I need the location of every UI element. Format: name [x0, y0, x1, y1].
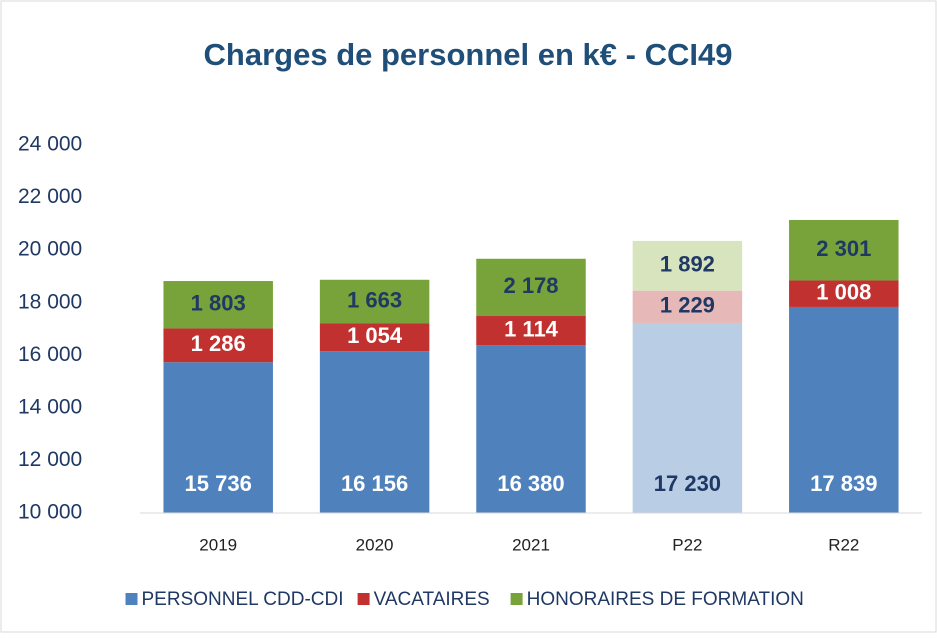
bar-segment [476, 258, 586, 317]
bar-segment [476, 316, 586, 346]
legend-swatch [125, 593, 138, 605]
legend-swatch [357, 593, 370, 605]
value-label: 1 054 [347, 323, 403, 348]
y-tick-label: 12 000 [18, 448, 82, 471]
value-label: 15 736 [185, 471, 252, 496]
x-tick-label: 2019 [199, 535, 237, 554]
bar-segment [319, 323, 430, 352]
value-label: 1 663 [347, 287, 402, 312]
bar-segment [163, 362, 273, 513]
y-tick-label: 14 000 [18, 395, 82, 418]
value-label: 1 229 [660, 293, 715, 318]
value-label: 1 008 [816, 280, 871, 305]
value-label: 1 892 [660, 252, 715, 277]
y-tick-label: 10 000 [18, 501, 82, 524]
bar-segment [319, 279, 430, 324]
bar-segment [789, 306, 899, 513]
chart-title: Charges de personnel en k€ - CCI49 [204, 37, 733, 72]
legend-label: HONORAIRES DE FORMATION [527, 589, 804, 610]
value-label: 2 301 [816, 236, 871, 261]
y-tick-label: 16 000 [18, 343, 82, 366]
bar-segment [632, 290, 743, 323]
y-tick-label: 24 000 [18, 133, 82, 156]
value-label: 2 178 [503, 273, 558, 298]
bar-segment [319, 351, 430, 513]
bar-segment [163, 328, 273, 363]
value-label: 17 230 [654, 471, 721, 496]
bar-segment [632, 240, 743, 291]
x-tick-label: R22 [828, 535, 859, 554]
value-label: 17 839 [810, 471, 877, 496]
bar-segment [163, 281, 273, 329]
x-tick-label: 2020 [356, 535, 394, 554]
x-tick-label: 2021 [512, 535, 550, 554]
bar-segment [789, 280, 899, 307]
bar-segment [789, 219, 899, 281]
y-tick-label: 22 000 [18, 185, 82, 208]
value-label: 1 286 [191, 331, 246, 356]
bar-segment [632, 322, 743, 513]
value-label: 1 803 [191, 291, 246, 316]
legend-swatch [510, 593, 523, 605]
value-label: 16 380 [497, 471, 564, 496]
legend-label: VACATAIRES [374, 589, 490, 610]
value-label: 1 114 [504, 316, 559, 341]
legend-label: PERSONNEL CDD-CDI [142, 589, 344, 610]
y-tick-label: 18 000 [18, 290, 82, 313]
x-tick-label: P22 [672, 535, 702, 554]
value-label: 16 156 [341, 471, 408, 496]
bar-segment [476, 345, 586, 513]
y-tick-label: 20 000 [18, 238, 82, 261]
